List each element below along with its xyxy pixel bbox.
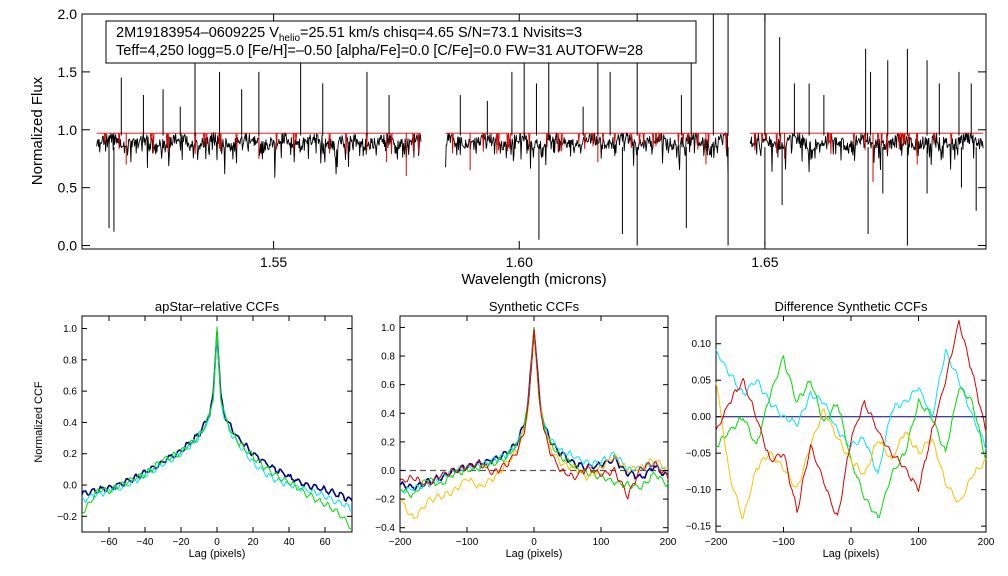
apstar-ccf-ytick-label: 1.0 xyxy=(63,324,77,335)
difference-ccf-xtick-label: −100 xyxy=(772,537,795,548)
difference-ccf-xtick-label: 0 xyxy=(848,537,854,548)
apstar-ccf-ytick-label: −0.2 xyxy=(57,512,77,523)
info-line-1-subscript: helio xyxy=(279,33,301,44)
difference-ccf-ytick-label: −0.05 xyxy=(686,449,712,460)
apstar-ccf-ylabel: Normalized CCF xyxy=(33,381,45,463)
difference-ccf-series-visit-3 xyxy=(715,382,986,519)
spectrum-axes: 1.55 1.60 1.65 0.0 0.5 1.0 1.5 2.0 xyxy=(58,6,986,270)
spectrum-lines xyxy=(96,14,984,246)
apstar-ccf-ytick-label: 0.2 xyxy=(63,449,77,460)
apstar-ccf-xtick-label: 20 xyxy=(247,537,259,548)
spectrum-plot-frame xyxy=(81,13,987,250)
difference-ccf-ytick-label: −0.15 xyxy=(686,522,712,533)
apstar-ccf-xtick-label: 0 xyxy=(214,537,220,548)
synthetic-ccf-ytick-label: 1.0 xyxy=(381,323,395,334)
synthetic-ccf-ytick-label: 0.2 xyxy=(381,437,395,448)
synthetic-ccf-panel: Synthetic CCFs −200 −100 0 100 200 −0.4 −0.2 0.… xyxy=(375,299,677,560)
spectrum-ytick-label: 0.5 xyxy=(58,180,78,196)
difference-ccf-series-visit-4 xyxy=(715,319,987,516)
synthetic-ccf-ytick-label: 0.4 xyxy=(381,409,395,420)
difference-ccf-xtick-label: −200 xyxy=(705,537,728,548)
synthetic-ccf-ytick-label: −0.2 xyxy=(375,495,395,506)
synthetic-ccf-xlabel: Lag (pixels) xyxy=(506,548,563,560)
apstar-ccf-ytick-label: 0.6 xyxy=(63,387,77,398)
difference-ccf-frame xyxy=(715,315,987,533)
difference-ccf-ytick-label: 0.05 xyxy=(692,376,712,387)
info-line-1-suffix: =25.51 km/s chisq=4.65 S/N=73.1 Nvisits=… xyxy=(300,25,582,41)
synthetic-ccf-xtick-label: −100 xyxy=(456,537,479,548)
synthetic-ccf-ytick-label: 0.6 xyxy=(381,380,395,391)
difference-ccf-ytick-label: 0.00 xyxy=(692,412,712,423)
apstar-ccf-xtick-label: 40 xyxy=(283,537,295,548)
synthetic-ccf-lines xyxy=(399,326,669,519)
apstar-ccf-axes: −60 −40 −20 0 20 40 60 −0.2 0.0 0.2 0.4 0.6 0.8 1.0 xyxy=(57,316,352,548)
apstar-ccf-frame xyxy=(81,315,353,533)
difference-ccf-xtick-label: 200 xyxy=(978,537,995,548)
synthetic-ccf-xtick-label: 0 xyxy=(531,537,537,548)
synthetic-ccf-series-visit-2 xyxy=(399,326,669,499)
difference-ccf-xtick-label: 100 xyxy=(910,537,927,548)
synthetic-ccf-series-visit-1 xyxy=(399,330,669,494)
synthetic-ccf-ytick-label: −0.4 xyxy=(375,523,395,534)
apstar-ccf-lines xyxy=(81,326,353,530)
difference-ccf-xlabel: Lag (pixels) xyxy=(823,548,880,560)
apstar-ccf-xtick-label: −20 xyxy=(173,537,190,548)
synthetic-ccf-series-combined xyxy=(399,330,669,491)
synthetic-ccf-xtick-label: 200 xyxy=(660,537,677,548)
spectrum-panel: 1.55 1.60 1.65 0.0 0.5 1.0 1.5 2.0 Normalized F… xyxy=(29,6,987,288)
synthetic-ccf-xtick-label: −200 xyxy=(389,537,412,548)
spectrum-xtick-label: 1.60 xyxy=(506,254,533,270)
synthetic-ccf-title: Synthetic CCFs xyxy=(489,299,580,314)
synthetic-ccf-series-visit-4 xyxy=(399,328,669,500)
apstar-ccf-xlabel: Lag (pixels) xyxy=(189,548,246,560)
difference-ccf-axes: −200 −100 0 100 200 −0.15 −0.10 −0.05 0.00 0.05 0.… xyxy=(686,316,995,548)
apstar-ccf-ytick-label: 0.0 xyxy=(63,481,77,492)
spectrum-info-box: 2M19183954–0609225 Vhelio=25.51 km/s chi… xyxy=(105,20,697,64)
difference-ccf-ytick-label: 0.10 xyxy=(692,339,712,350)
model-spectrum-line xyxy=(750,132,984,155)
spectrum-xlabel: Wavelength (microns) xyxy=(461,271,606,288)
spectrum-xtick-label: 1.65 xyxy=(751,254,778,270)
info-line-2: Teff=4,250 logg=5.0 [Fe/H]=–0.50 [alpha/… xyxy=(116,43,643,59)
apstar-ccf-series-visit-2 xyxy=(81,326,353,530)
difference-ccf-series-visit-1 xyxy=(715,349,987,474)
apstar-ccf-xtick-label: −40 xyxy=(137,537,154,548)
info-box-frame xyxy=(105,20,697,64)
synthetic-ccf-axes: −200 −100 0 100 200 −0.4 −0.2 0.0 0.2 0.4 0.6 0.8 1.… xyxy=(375,316,677,548)
apstar-ccf-series-combined xyxy=(81,331,353,503)
apstar-ccf-xtick-label: 60 xyxy=(319,537,331,548)
observed-spectrum-line xyxy=(749,132,984,173)
observed-spectrum-line xyxy=(445,132,729,175)
synthetic-ccf-ytick-label: 0.8 xyxy=(381,352,395,363)
spectrum-ylabel: Normalized Flux xyxy=(29,76,46,185)
spectrum-ytick-label: 0.0 xyxy=(58,238,78,254)
spectrum-ytick-label: 2.0 xyxy=(58,6,78,22)
apstar-ccf-ytick-label: 0.8 xyxy=(63,355,77,366)
spectrum-ytick-label: 1.5 xyxy=(58,64,78,80)
difference-ccf-title: Difference Synthetic CCFs xyxy=(775,299,928,314)
synthetic-ccf-frame xyxy=(399,315,669,533)
apstar-ccf-ytick-label: 0.4 xyxy=(63,418,77,429)
spectrum-xtick-label: 1.55 xyxy=(260,254,287,270)
info-line-1-prefix: 2M19183954–0609225 V xyxy=(116,25,279,41)
difference-ccf-lines xyxy=(715,319,987,519)
difference-ccf-ytick-label: −0.10 xyxy=(686,485,712,496)
spectrum-ytick-label: 1.0 xyxy=(58,122,78,138)
apstar-ccf-xtick-label: −60 xyxy=(101,537,118,548)
apstar-ccf-title: apStar–relative CCFs xyxy=(155,299,280,314)
info-line-1: 2M19183954–0609225 Vhelio=25.51 km/s chi… xyxy=(116,25,582,44)
synthetic-ccf-xtick-label: 100 xyxy=(593,537,610,548)
synthetic-ccf-ytick-label: 0.0 xyxy=(381,466,395,477)
difference-ccf-panel: Difference Synthetic CCFs −200 −100 0 100 20… xyxy=(686,299,995,560)
apstar-ccf-panel: apStar–relative CCFs −60 −40 −20 0 20 40 60 −0.… xyxy=(33,299,353,560)
synthetic-ccf-series-visit-3 xyxy=(399,333,669,519)
